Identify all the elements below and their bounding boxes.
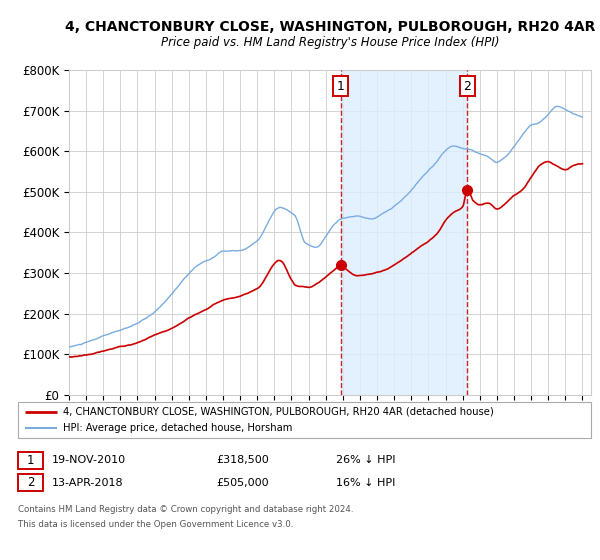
Text: 26% ↓ HPI: 26% ↓ HPI — [336, 455, 395, 465]
Text: This data is licensed under the Open Government Licence v3.0.: This data is licensed under the Open Gov… — [18, 520, 293, 529]
Text: £318,500: £318,500 — [216, 455, 269, 465]
Bar — [341, 70, 467, 395]
Text: 13-APR-2018: 13-APR-2018 — [52, 478, 124, 488]
Text: 2: 2 — [463, 80, 472, 93]
Text: £505,000: £505,000 — [216, 478, 269, 488]
Text: 4, CHANCTONBURY CLOSE, WASHINGTON, PULBOROUGH, RH20 4AR (detached house): 4, CHANCTONBURY CLOSE, WASHINGTON, PULBO… — [63, 407, 494, 417]
Text: 1: 1 — [27, 454, 34, 467]
Text: 16% ↓ HPI: 16% ↓ HPI — [336, 478, 395, 488]
Text: 1: 1 — [337, 80, 345, 93]
Text: Contains HM Land Registry data © Crown copyright and database right 2024.: Contains HM Land Registry data © Crown c… — [18, 505, 353, 514]
Text: HPI: Average price, detached house, Horsham: HPI: Average price, detached house, Hors… — [63, 423, 292, 433]
Text: Price paid vs. HM Land Registry's House Price Index (HPI): Price paid vs. HM Land Registry's House … — [161, 36, 499, 49]
Text: 19-NOV-2010: 19-NOV-2010 — [52, 455, 127, 465]
Text: 2: 2 — [27, 476, 34, 489]
Text: 4, CHANCTONBURY CLOSE, WASHINGTON, PULBOROUGH, RH20 4AR: 4, CHANCTONBURY CLOSE, WASHINGTON, PULBO… — [65, 20, 595, 34]
